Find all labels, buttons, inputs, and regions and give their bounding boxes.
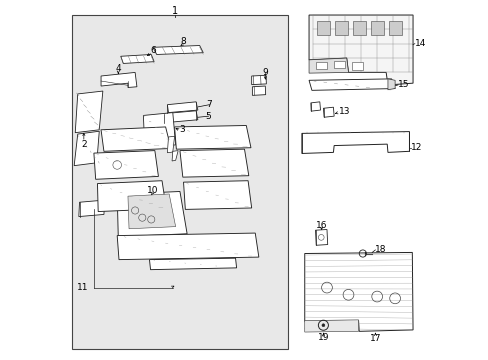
Polygon shape (180, 149, 248, 177)
Text: 17: 17 (369, 334, 380, 343)
Polygon shape (143, 113, 175, 148)
Polygon shape (121, 54, 154, 63)
Text: 15: 15 (397, 81, 408, 90)
Text: 4: 4 (115, 64, 121, 73)
Text: 14: 14 (414, 39, 426, 48)
Text: 3: 3 (179, 125, 184, 134)
Text: 16: 16 (315, 221, 326, 230)
FancyBboxPatch shape (351, 62, 362, 69)
FancyBboxPatch shape (333, 61, 344, 68)
Polygon shape (101, 127, 171, 151)
Text: 18: 18 (375, 246, 386, 255)
Polygon shape (323, 107, 333, 117)
Text: 5: 5 (205, 112, 211, 121)
Text: 13: 13 (338, 107, 349, 116)
Polygon shape (310, 102, 320, 111)
Polygon shape (167, 136, 174, 153)
Polygon shape (79, 200, 104, 217)
Text: 7: 7 (206, 100, 212, 109)
Text: 1: 1 (171, 6, 177, 16)
Polygon shape (101, 72, 137, 87)
Text: 11: 11 (77, 283, 89, 292)
FancyBboxPatch shape (370, 21, 383, 35)
Polygon shape (304, 252, 412, 331)
Polygon shape (94, 150, 158, 179)
Polygon shape (304, 320, 358, 332)
Polygon shape (153, 45, 203, 54)
Polygon shape (75, 91, 102, 133)
Polygon shape (167, 102, 198, 113)
Polygon shape (252, 86, 265, 95)
Polygon shape (251, 75, 266, 85)
Text: 10: 10 (147, 186, 159, 195)
Polygon shape (163, 111, 198, 123)
Text: 19: 19 (317, 333, 328, 342)
Polygon shape (387, 79, 394, 90)
Polygon shape (117, 233, 258, 260)
Polygon shape (301, 132, 408, 153)
Polygon shape (149, 258, 236, 270)
Circle shape (321, 324, 324, 327)
Polygon shape (174, 126, 250, 149)
Polygon shape (172, 150, 178, 161)
Polygon shape (97, 181, 166, 212)
FancyBboxPatch shape (334, 21, 347, 35)
FancyBboxPatch shape (388, 21, 401, 35)
FancyBboxPatch shape (316, 21, 329, 35)
Polygon shape (74, 131, 99, 166)
Polygon shape (128, 194, 175, 229)
Text: 2: 2 (81, 140, 86, 149)
FancyBboxPatch shape (316, 62, 326, 69)
Polygon shape (183, 181, 251, 210)
Text: 12: 12 (410, 143, 422, 152)
Text: 8: 8 (180, 37, 186, 46)
Polygon shape (117, 192, 187, 237)
Text: 6: 6 (150, 46, 156, 55)
FancyBboxPatch shape (72, 15, 287, 348)
Polygon shape (308, 15, 412, 85)
Polygon shape (308, 79, 394, 90)
Polygon shape (315, 229, 327, 245)
Polygon shape (308, 58, 348, 73)
Text: 9: 9 (262, 68, 267, 77)
FancyBboxPatch shape (352, 21, 365, 35)
